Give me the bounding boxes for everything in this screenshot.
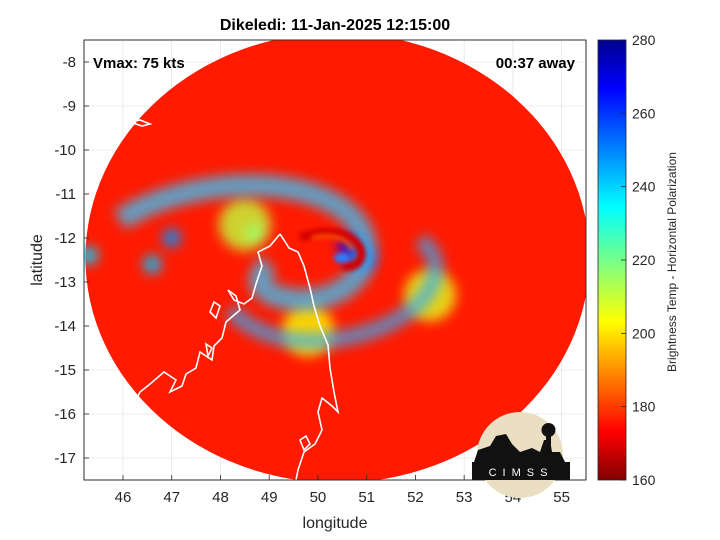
rainband — [218, 198, 271, 251]
colorbar-tick-label: 200 — [632, 325, 656, 341]
chart-title: Dikeledi: 11-Jan-2025 12:15:00 — [220, 17, 450, 34]
coastline-madagascar — [279, 233, 340, 480]
y-tick-label: -11 — [55, 186, 76, 203]
eyewall-inner — [311, 234, 354, 251]
plot-frame — [83, 39, 587, 481]
colorbar-tick-label: 240 — [632, 179, 656, 195]
x-tick-label: 55 — [553, 489, 570, 506]
y-tick-label: -12 — [54, 230, 76, 247]
x-tick-label: 48 — [212, 489, 229, 506]
x-tick-label: 50 — [310, 489, 327, 506]
heatmap — [84, 40, 586, 480]
convective-cell — [143, 255, 162, 274]
colorbar-tick-label: 260 — [632, 105, 656, 121]
coastline-islet-1 — [209, 300, 221, 320]
colorbar-label: Brightness Temp - Horizontal Polarizatio… — [665, 152, 679, 372]
coastline-islet-2 — [204, 342, 214, 359]
colorbar-tick-label: 280 — [632, 32, 656, 48]
y-axis-label: latitude — [29, 234, 46, 286]
x-tick-label: 47 — [163, 489, 180, 506]
logo-tank — [541, 423, 556, 437]
y-ticks: -8 -9 -10 -11 -12 -13 -14 -15 -16 -17 — [54, 54, 89, 467]
x-tick-label: 51 — [358, 489, 375, 506]
vmax-annotation: Vmax: 75 kts — [93, 55, 185, 72]
y-tick-label: -13 — [54, 274, 76, 291]
colorbar-tick-label: 180 — [632, 399, 656, 415]
outer-rainband — [224, 233, 444, 349]
coastline-madagascar-west — [85, 233, 281, 415]
y-tick-label: -10 — [54, 142, 76, 159]
logo-silhouette — [472, 434, 568, 468]
logo-band — [472, 462, 570, 480]
y-tick-label: -14 — [54, 318, 76, 335]
coastline-islet-3 — [299, 434, 311, 452]
y-tick-label: -15 — [54, 362, 76, 379]
time-away-annotation: 00:37 away — [496, 55, 576, 72]
cimss-logo: CIMSS — [472, 412, 570, 498]
colorbar-ticks: 160 180 200 220 240 260 280 — [621, 32, 656, 488]
eye — [334, 253, 350, 263]
storm-structure — [113, 174, 444, 349]
y-tick-label: -8 — [63, 54, 76, 71]
y-tick-label: -16 — [54, 406, 76, 423]
convective-cell — [162, 229, 181, 247]
spiral-rainband — [113, 174, 377, 312]
y-tick-label: -17 — [54, 450, 76, 467]
logo-tower — [546, 430, 551, 454]
x-tick-label: 49 — [261, 489, 278, 506]
x-axis-label: longitude — [303, 515, 368, 532]
x-tick-label: 53 — [456, 489, 473, 506]
x-tick-label: 52 — [407, 489, 424, 506]
colorbar-tick-label: 160 — [632, 472, 656, 488]
coastline-north — [126, 119, 153, 127]
colorbar-tick-label: 220 — [632, 252, 656, 268]
y-tick-label: -9 — [63, 98, 76, 115]
eyewall-band — [298, 228, 366, 271]
logo-text: CIMSS — [489, 467, 554, 479]
convective-cell — [84, 246, 98, 265]
coastline — [85, 119, 340, 480]
x-tick-label: 46 — [115, 489, 132, 506]
